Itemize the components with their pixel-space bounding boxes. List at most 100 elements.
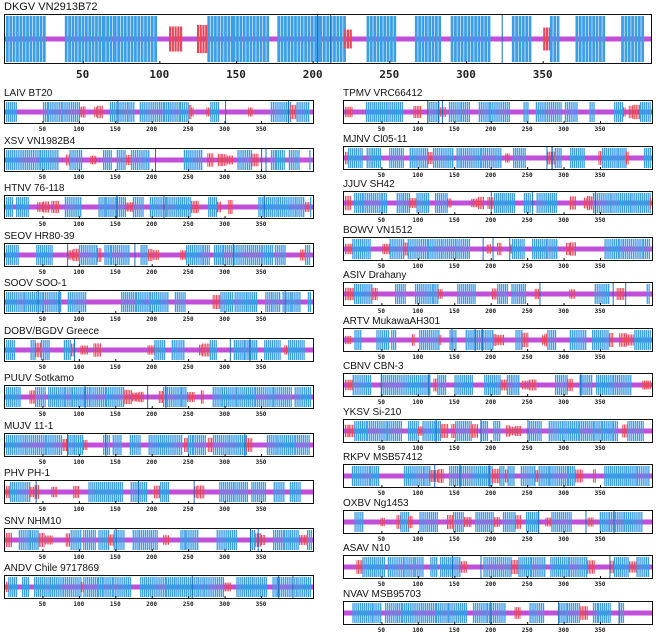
tick-mark bbox=[600, 212, 601, 215]
strand-segment bbox=[382, 243, 390, 254]
tick-mark bbox=[115, 453, 117, 457]
helix-segment bbox=[18, 529, 30, 550]
strand-segment bbox=[459, 561, 467, 573]
helix-segment bbox=[288, 339, 305, 360]
boundary-mark bbox=[482, 237, 484, 260]
boundary-mark bbox=[490, 601, 492, 624]
boundary-mark bbox=[116, 196, 118, 218]
boundary-mark bbox=[609, 556, 611, 578]
helix-segment bbox=[487, 602, 506, 623]
strand-segment bbox=[80, 345, 88, 354]
helix-segment bbox=[502, 193, 516, 213]
boundary-mark bbox=[165, 386, 167, 408]
boundary-mark bbox=[451, 328, 453, 351]
helix-segment bbox=[163, 102, 170, 122]
helix-segment bbox=[213, 434, 230, 455]
boundary-mark bbox=[438, 101, 440, 123]
strand-segment bbox=[497, 242, 502, 255]
tick-label: 250 bbox=[522, 490, 533, 497]
structure-panel: SNV NHM10 50 100 150 200 250 300 350 bbox=[4, 516, 314, 562]
helix-segment bbox=[244, 339, 258, 360]
helix-segment bbox=[183, 149, 203, 170]
tick-label: 250 bbox=[522, 308, 533, 315]
tick-mark bbox=[381, 394, 383, 397]
secondary-structure-track: 50 100 150 200 250 300 350 bbox=[4, 432, 314, 466]
boundary-mark bbox=[427, 101, 429, 123]
strand-segment bbox=[348, 287, 355, 301]
tick-label: 350 bbox=[595, 263, 606, 270]
boundary-mark bbox=[625, 283, 627, 305]
helix-segment bbox=[547, 329, 557, 350]
tick-mark bbox=[563, 303, 565, 306]
helix-segment bbox=[627, 420, 644, 441]
tick-label: 300 bbox=[558, 354, 569, 361]
tick-label: 200 bbox=[485, 354, 496, 361]
strand-segment bbox=[345, 335, 351, 344]
helix-segment bbox=[140, 244, 148, 265]
strand-segment bbox=[154, 485, 160, 499]
tick-label: 350 bbox=[256, 364, 267, 371]
helix-segment bbox=[502, 511, 516, 532]
tick-label: 300 bbox=[219, 554, 230, 561]
helix-segment bbox=[495, 375, 501, 395]
tick-mark bbox=[490, 348, 492, 352]
tick-label: 50 bbox=[39, 459, 47, 466]
tick-label: 200 bbox=[146, 364, 157, 371]
helix-segment bbox=[529, 602, 545, 623]
helix-segment bbox=[372, 147, 381, 168]
tick-mark bbox=[600, 439, 601, 443]
helix-segment bbox=[414, 16, 442, 62]
tick-mark bbox=[78, 311, 80, 314]
helix-segment bbox=[88, 482, 109, 502]
helix-segment bbox=[370, 466, 380, 486]
tick-mark bbox=[527, 439, 529, 443]
tick-label: 200 bbox=[146, 411, 157, 418]
panel-title: PHV PH-1 bbox=[4, 468, 51, 479]
helix-segment bbox=[374, 557, 386, 577]
tick-mark bbox=[236, 61, 237, 64]
strand-segment bbox=[380, 517, 385, 526]
tick-mark bbox=[188, 358, 190, 362]
helix-segment bbox=[530, 557, 546, 577]
boundary-mark bbox=[117, 101, 119, 123]
tick-mark bbox=[188, 168, 190, 172]
helix-segment bbox=[112, 434, 122, 455]
strand-segment bbox=[500, 379, 507, 391]
strand-segment bbox=[371, 287, 378, 301]
tick-mark bbox=[261, 311, 262, 314]
strand-segment bbox=[408, 198, 417, 208]
helix-segment bbox=[186, 244, 203, 265]
strand-segment bbox=[543, 27, 551, 51]
strand-segment bbox=[29, 390, 36, 404]
strand-segment bbox=[632, 104, 641, 120]
helix-segment bbox=[251, 482, 266, 502]
tick-mark bbox=[312, 61, 314, 64]
tick-label: 350 bbox=[256, 411, 267, 418]
helix-segment bbox=[8, 577, 18, 597]
helix-segment bbox=[481, 420, 489, 441]
helix-segment bbox=[564, 102, 578, 122]
helix-segment bbox=[273, 387, 292, 407]
boundary-mark bbox=[249, 338, 251, 361]
boundary-mark bbox=[37, 291, 39, 313]
tick-mark bbox=[261, 263, 262, 267]
helix-segment bbox=[621, 16, 645, 62]
helix-segment bbox=[221, 387, 237, 407]
boundary-mark bbox=[250, 528, 252, 551]
tick-label: 350 bbox=[256, 316, 267, 323]
tick-mark bbox=[389, 61, 391, 64]
secondary-structure-track: 50 100 150 200 250 300 350 bbox=[4, 14, 652, 80]
helix-segment bbox=[6, 387, 21, 407]
secondary-structure-track: 50 100 150 200 250 300 350 bbox=[343, 236, 653, 270]
tick-label: 350 bbox=[256, 221, 267, 228]
tick-label: 150 bbox=[449, 126, 460, 133]
strand-segment bbox=[570, 196, 576, 210]
tick-label: 100 bbox=[412, 354, 423, 361]
strand-segment bbox=[6, 581, 9, 593]
tick-mark bbox=[224, 453, 226, 457]
strand-segment bbox=[545, 517, 552, 526]
helix-segment bbox=[579, 375, 593, 395]
tick-label: 200 bbox=[146, 601, 157, 608]
tick-label: 200 bbox=[146, 174, 157, 181]
tick-mark bbox=[563, 530, 565, 534]
